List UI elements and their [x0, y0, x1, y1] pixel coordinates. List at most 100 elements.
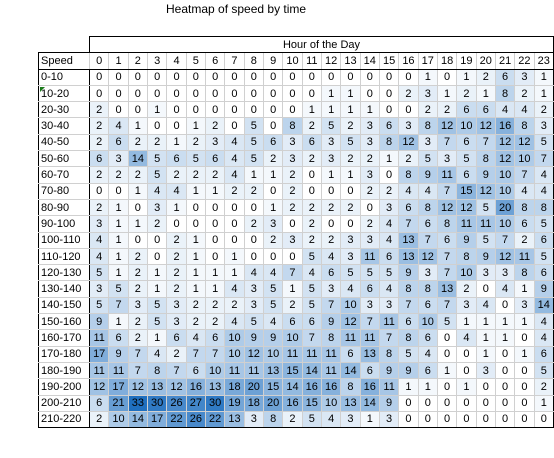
x-axis-label: Hour of the Day — [89, 35, 554, 54]
heatmap-cell: 17 — [108, 378, 129, 396]
heatmap-cell: 6 — [108, 133, 129, 152]
heatmap-cell: 3 — [147, 198, 168, 217]
heatmap-cell: 5 — [243, 117, 264, 135]
heatmap-cell: 13 — [398, 231, 419, 249]
heatmap-cell: 4 — [185, 329, 207, 347]
heatmap-cell: 1 — [108, 247, 129, 266]
heatmap-cell: 10 — [514, 150, 535, 168]
heatmap-cell: 2 — [282, 296, 303, 315]
heatmap-cell: 4 — [533, 329, 554, 347]
y-tick-label: 140-150 — [37, 296, 91, 315]
heatmap-cell: 14 — [282, 378, 303, 396]
heatmap-cell: 0 — [436, 378, 458, 396]
heatmap-cell: 3 — [340, 247, 361, 266]
heatmap-cell: 5 — [436, 313, 458, 331]
heatmap-cell: 5 — [533, 215, 554, 233]
heatmap-cell: 5 — [147, 150, 168, 168]
heatmap-cell: 3 — [359, 133, 380, 152]
heatmap-cell: 8 — [417, 280, 438, 298]
heatmap-cell: 5 — [89, 296, 110, 315]
y-tick-label: 40-50 — [37, 133, 91, 152]
heatmap-cell: 0 — [243, 101, 264, 119]
heatmap-cell: 1 — [301, 101, 322, 119]
heatmap-cell: 12 — [514, 133, 535, 152]
heatmap-cell: 11 — [301, 345, 322, 363]
heatmap-cell: 22 — [166, 410, 187, 429]
heatmap-cell: 0 — [436, 68, 458, 86]
heatmap-cell: 1 — [514, 313, 535, 331]
heatmap-cell: 4 — [533, 166, 554, 184]
heatmap-cell: 0 — [224, 101, 245, 119]
heatmap-cell: 11 — [359, 329, 380, 347]
heatmap-cell: 4 — [514, 182, 535, 200]
heatmap-cell: 8 — [514, 198, 535, 217]
heatmap-cell: 14 — [127, 150, 149, 168]
heatmap-cell: 0 — [514, 361, 535, 380]
heatmap-cell: 0 — [475, 378, 496, 396]
heatmap-cell: 10 — [456, 264, 477, 282]
heatmap-cell: 1 — [185, 280, 207, 298]
heatmap-cell: 5 — [533, 361, 554, 380]
heatmap-cell: 6 — [262, 133, 284, 152]
heatmap-cell: 6 — [417, 361, 438, 380]
heatmap-cell: 1 — [340, 84, 361, 103]
heatmap-cell: 3 — [436, 150, 458, 168]
heatmap-cell: 10 — [262, 345, 284, 363]
heatmap-cell: 1 — [262, 166, 284, 184]
heatmap-cell: 0 — [378, 101, 400, 119]
heatmap-cell: 8 — [417, 117, 438, 135]
heatmap-cell: 6 — [456, 166, 477, 184]
heatmap-cell: 10 — [224, 329, 245, 347]
heatmap-cell: 1 — [320, 166, 342, 184]
heatmap-cell: 2 — [301, 231, 322, 249]
heatmap-cell: 7 — [320, 296, 342, 315]
heatmap-cell: 10 — [494, 166, 516, 184]
heatmap-cell: 3 — [514, 68, 535, 86]
heatmap-cell: 16 — [282, 394, 303, 412]
heatmap-cell: 6 — [166, 150, 187, 168]
heatmap-cell: 0 — [378, 68, 400, 86]
heatmap-cell: 0 — [436, 410, 458, 429]
heatmap-cell: 4 — [398, 182, 419, 200]
heatmap-cell: 0 — [533, 410, 554, 429]
heatmap-cell: 30 — [147, 394, 168, 412]
heatmap-cell: 1 — [456, 378, 477, 396]
heatmap-cell: 6 — [340, 345, 361, 363]
heatmap-cell: 1 — [320, 84, 342, 103]
heatmap-cell: 8 — [514, 264, 535, 282]
heatmap-cell: 0 — [282, 68, 303, 86]
heatmap-cell: 6 — [436, 231, 458, 249]
heatmap-cell: 11 — [89, 361, 110, 380]
heatmap-cell: 4 — [224, 133, 245, 152]
heatmap-cell: 13 — [224, 410, 245, 429]
heatmap-cell: 8 — [320, 329, 342, 347]
heatmap-row: 20-30 2 0 0 1 0 0 0 0 0 0 0 1 1 1 1 0 0 2 2 6 6 4 4 2 — [37, 101, 554, 119]
heatmap-cell: 2 — [147, 215, 168, 233]
heatmap-cell: 0 — [224, 84, 245, 103]
heatmap-cell: 0 — [494, 345, 516, 363]
heatmap-cell: 0 — [494, 296, 516, 315]
heatmap-cell: 1 — [475, 313, 496, 331]
heatmap-cell: 2 — [224, 182, 245, 200]
heatmap-cell: 3 — [282, 150, 303, 168]
heatmap-cell: 0 — [243, 84, 264, 103]
heatmap-cell: 4 — [243, 264, 264, 282]
heatmap-cell: 6 — [359, 361, 380, 380]
heatmap-cell: 0 — [456, 345, 477, 363]
y-tick-label: 20-30 — [37, 101, 91, 119]
heatmap-cell: 1 — [475, 345, 496, 363]
heatmap-cell: 2 — [436, 101, 458, 119]
heatmap-cell: 0 — [204, 215, 226, 233]
y-tick-label: 170-180 — [37, 345, 91, 363]
heatmap-cell: 5 — [301, 280, 322, 298]
heatmap-cell: 6 — [282, 313, 303, 331]
heatmap-cell: 0 — [417, 394, 438, 412]
heatmap-cell: 1 — [108, 198, 129, 217]
x-tick-label: 9 — [262, 52, 284, 70]
heatmap-cell: 2 — [514, 84, 535, 103]
heatmap-cell: 0 — [436, 329, 458, 347]
heatmap-cell: 7 — [494, 231, 516, 249]
y-tick-label: 120-130 — [37, 264, 91, 282]
heatmap-row: 110-120 4 1 2 0 2 1 0 1 0 0 0 5 4 3 11 6 13 12 7 8 9 12 11 5 — [37, 247, 554, 266]
heatmap-cell: 17 — [89, 345, 110, 363]
